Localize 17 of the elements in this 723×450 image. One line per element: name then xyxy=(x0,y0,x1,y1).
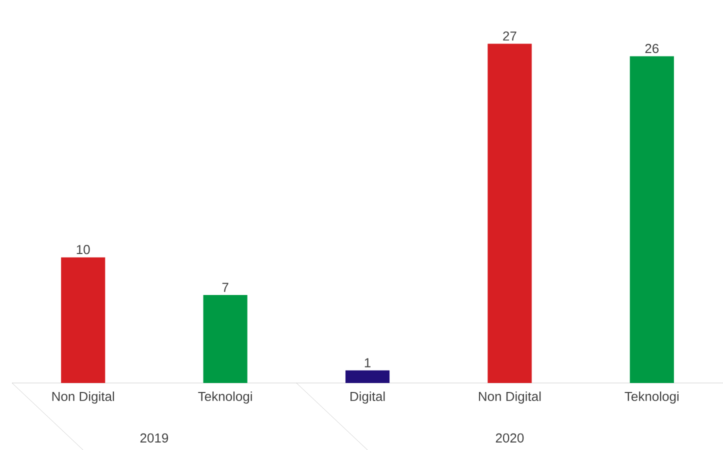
bar xyxy=(488,44,532,383)
data-label: 10 xyxy=(76,244,90,254)
data-label: 7 xyxy=(222,282,228,292)
text: 2020 xyxy=(496,433,524,443)
bar xyxy=(345,370,390,383)
x-tick-label: Non Digital xyxy=(478,392,541,404)
x-tick-label: Non Digital xyxy=(52,392,114,404)
bar xyxy=(630,56,674,383)
x-tick-label: Teknologi xyxy=(624,392,678,404)
x-tick-label: Digital xyxy=(350,392,385,404)
data-label: 26 xyxy=(645,44,659,54)
data-label: 1 xyxy=(364,358,370,368)
bar xyxy=(61,257,106,383)
data-label: 27 xyxy=(503,31,516,41)
x-tick-label: Teknologi xyxy=(198,392,252,404)
text: 2019 xyxy=(140,433,168,443)
bar xyxy=(203,295,248,383)
